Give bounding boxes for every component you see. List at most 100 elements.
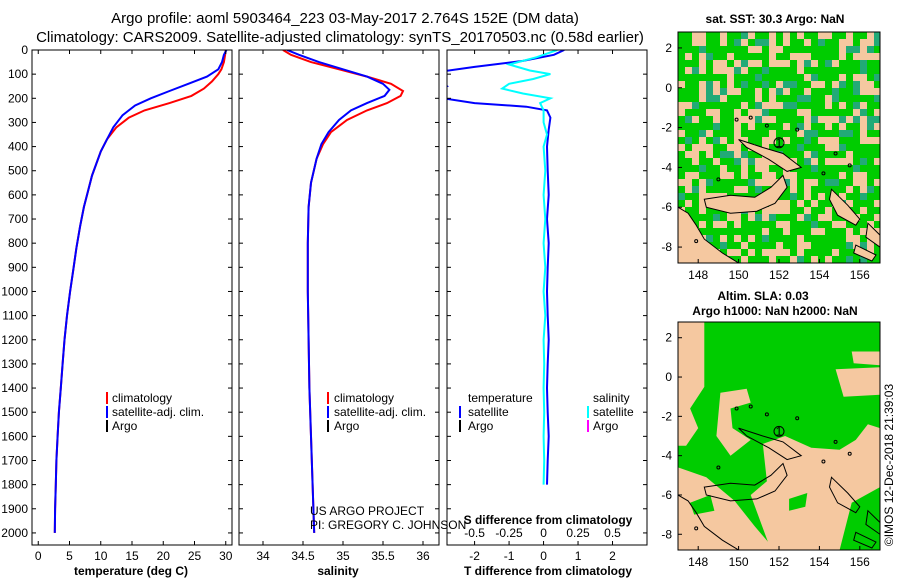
sst-missing-cell — [804, 186, 811, 193]
sst-cell — [748, 158, 755, 165]
temperature-panel: 0100200300400500600700800900100011001200… — [1, 43, 232, 563]
sst-missing-cell — [804, 123, 811, 130]
sst-missing-cell — [839, 46, 846, 53]
sst-cell — [874, 74, 880, 81]
sst-missing-cell — [685, 186, 692, 193]
sla-land-region — [716, 388, 751, 456]
sst-missing-cell — [839, 158, 846, 165]
sst-missing-cell — [699, 186, 706, 193]
sst-cell — [755, 214, 762, 221]
sst-missing-cell — [797, 60, 804, 67]
sst-missing-cell — [853, 109, 860, 116]
sst-missing-cell — [860, 179, 867, 186]
x-tick-label: 15 — [125, 549, 139, 563]
y-tick-label: 1800 — [1, 478, 28, 492]
sst-missing-cell — [783, 207, 790, 214]
sst-missing-cell — [699, 193, 706, 200]
sst-missing-cell — [853, 74, 860, 81]
sst-map-title: sat. SST: 30.3 Argo: NaN — [706, 12, 845, 26]
y-tick-label: 1300 — [1, 357, 28, 371]
sst-missing-cell — [755, 46, 762, 53]
sst-missing-cell — [720, 137, 727, 144]
series-line-climatology — [282, 50, 405, 533]
sst-cell — [874, 116, 880, 123]
y-tick-label: 0 — [665, 370, 672, 384]
sst-missing-cell — [853, 53, 860, 60]
sst-missing-cell — [678, 109, 685, 116]
sst-missing-cell — [692, 32, 699, 39]
sst-cell — [720, 242, 727, 249]
sst-missing-cell — [825, 116, 832, 123]
sst-missing-cell — [720, 67, 727, 74]
sst-cell — [727, 151, 734, 158]
sst-cell — [797, 123, 804, 130]
sst-missing-cell — [797, 249, 804, 256]
sst-missing-cell — [818, 193, 825, 200]
sst-missing-cell — [699, 179, 706, 186]
sst-cell — [832, 179, 839, 186]
sst-missing-cell — [706, 109, 713, 116]
sst-cell — [839, 81, 846, 88]
sst-cell — [846, 242, 853, 249]
sst-missing-cell — [776, 81, 783, 88]
sst-cell — [860, 242, 867, 249]
sst-missing-cell — [846, 32, 853, 39]
coastline — [703, 174, 788, 214]
sst-missing-cell — [846, 186, 853, 193]
sst-missing-cell — [692, 151, 699, 158]
sst-missing-cell — [678, 102, 685, 109]
x-tick-label: 156 — [850, 268, 870, 282]
island — [694, 239, 699, 244]
sst-missing-cell — [867, 242, 874, 249]
sst-missing-cell — [699, 81, 706, 88]
sst-missing-cell — [853, 235, 860, 242]
sst-missing-cell — [692, 158, 699, 165]
sst-missing-cell — [846, 151, 853, 158]
sst-missing-cell — [748, 235, 755, 242]
sst-missing-cell — [874, 179, 880, 186]
sst-missing-cell — [783, 137, 790, 144]
island — [694, 526, 699, 531]
sst-missing-cell — [839, 102, 846, 109]
sst-missing-cell — [818, 32, 825, 39]
sst-missing-cell — [846, 235, 853, 242]
plot-frame — [31, 49, 233, 546]
sst-missing-cell — [734, 88, 741, 95]
legend-sal-argo: Argo — [593, 419, 619, 433]
sst-missing-cell — [748, 116, 755, 123]
sst-missing-cell — [783, 123, 790, 130]
sst-cell — [825, 60, 832, 67]
sst-missing-cell — [741, 137, 748, 144]
sst-cell — [692, 186, 699, 193]
sst-missing-cell — [762, 137, 769, 144]
sst-missing-cell — [748, 249, 755, 256]
coastline — [738, 139, 803, 172]
sst-missing-cell — [860, 186, 867, 193]
sst-cell — [853, 116, 860, 123]
sst-missing-cell — [839, 193, 846, 200]
sst-missing-cell — [720, 95, 727, 102]
sst-missing-cell — [846, 228, 853, 235]
sst-missing-cell — [685, 200, 692, 207]
x-tick-label: 2 — [609, 549, 616, 563]
sst-missing-cell — [811, 60, 818, 67]
project-credit: US ARGO PROJECT — [310, 504, 425, 518]
sst-missing-cell — [776, 221, 783, 228]
y-tick-label: -2 — [661, 121, 672, 135]
sst-cell — [762, 109, 769, 116]
sst-missing-cell — [832, 144, 839, 151]
sst-missing-cell — [762, 116, 769, 123]
sst-missing-cell — [839, 172, 846, 179]
sst-missing-cell — [790, 172, 797, 179]
sst-missing-cell — [727, 144, 734, 151]
sst-cell — [867, 123, 874, 130]
sst-missing-cell — [734, 214, 741, 221]
sst-missing-cell — [727, 67, 734, 74]
sst-missing-cell — [734, 130, 741, 137]
series-line-satellite-adj-clim- — [286, 50, 391, 533]
coastline — [828, 476, 861, 514]
sst-cell — [846, 256, 853, 263]
sst-cell — [790, 81, 797, 88]
sst-cell — [853, 102, 860, 109]
sst-missing-cell — [720, 165, 727, 172]
